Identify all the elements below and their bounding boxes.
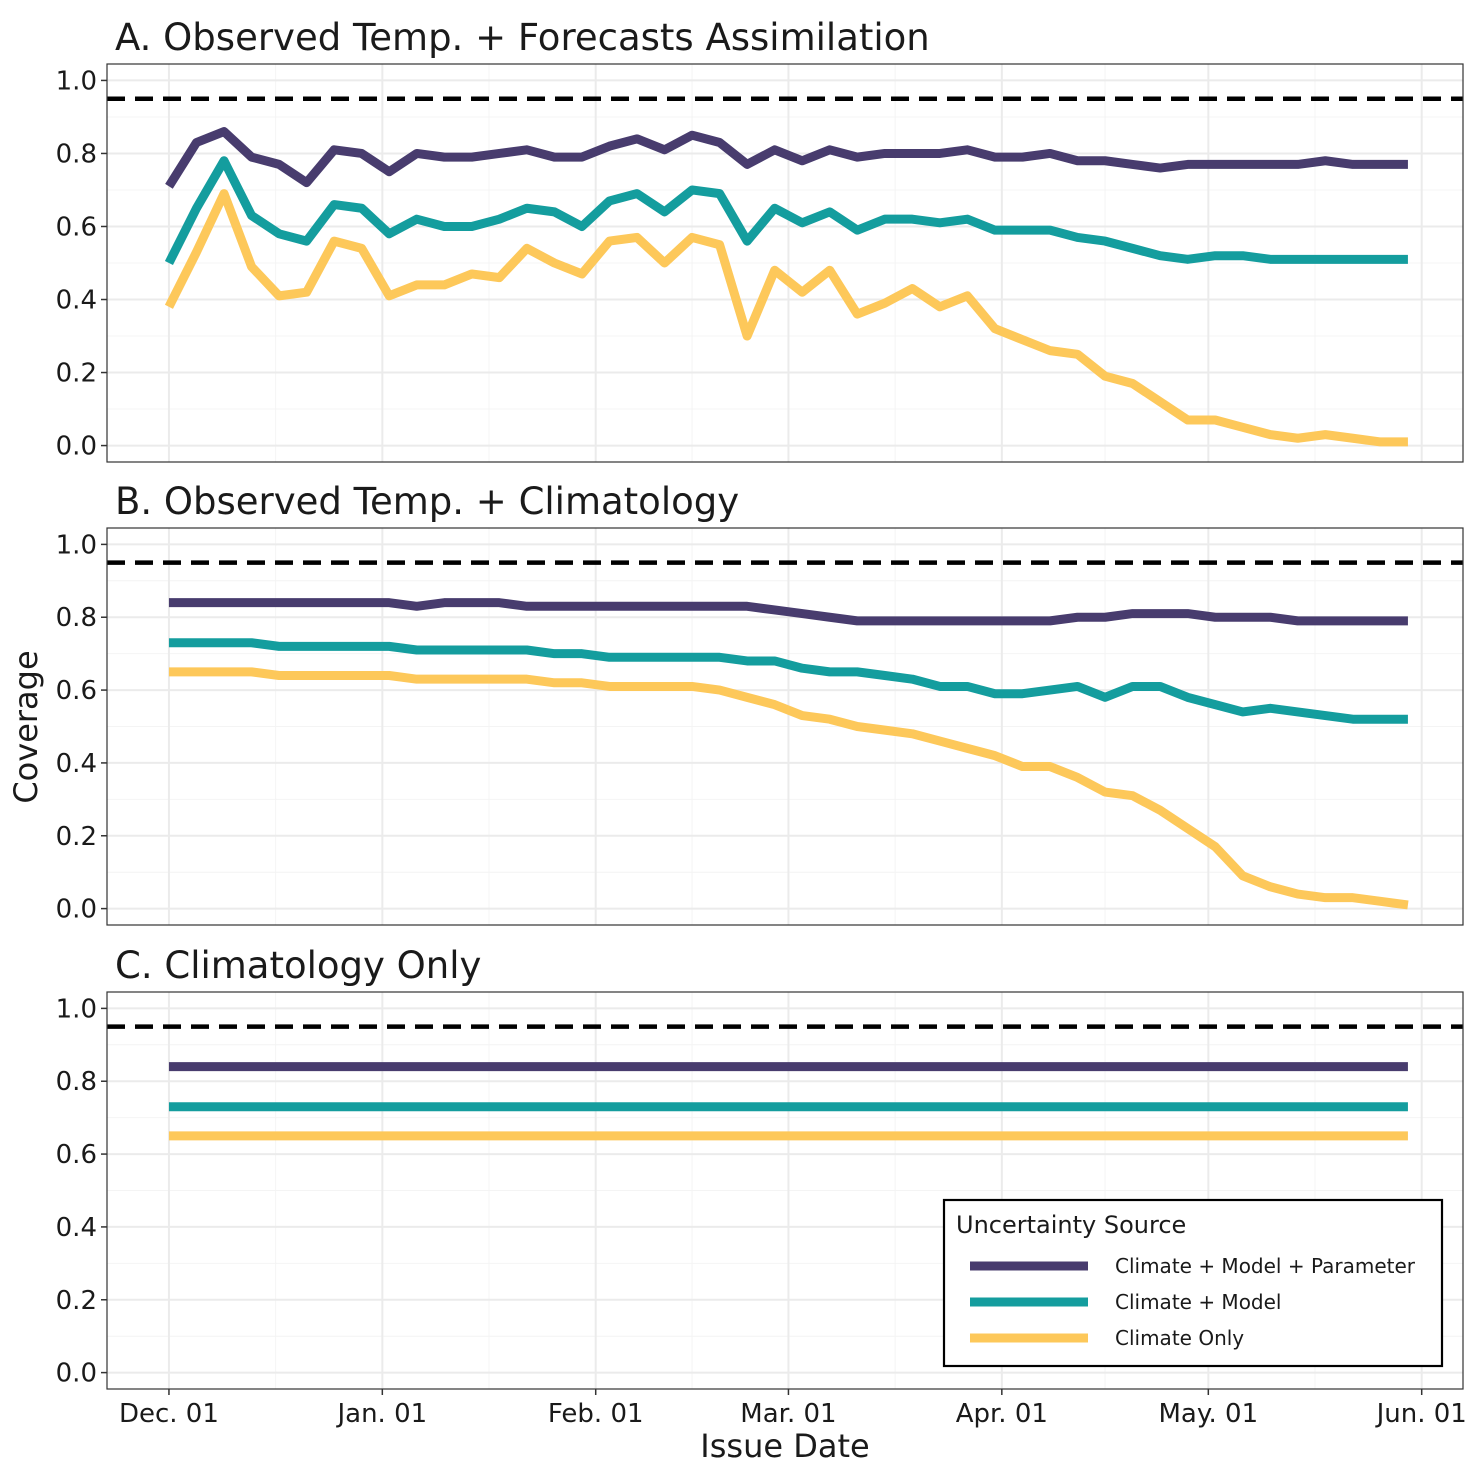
panel-border [106, 991, 1464, 1390]
panel-title: A. Observed Temp. + Forecasts Assimilati… [115, 16, 930, 59]
y-tick-label: 0.2 [56, 822, 97, 852]
legend-label-climate-model-parameter: Climate + Model + Parameter [1115, 1254, 1416, 1278]
y-tick-label: 1.0 [56, 66, 97, 96]
panel-title: B. Observed Temp. + Climatology [115, 480, 739, 523]
y-tick-label: 0.4 [56, 749, 97, 779]
x-tick-label: Apr. 01 [956, 1399, 1048, 1429]
legend-items: Climate + Model + Parameter Climate + Mod… [970, 1254, 1416, 1350]
series-line-climate-only [168, 667, 1409, 910]
y-tick-label: 1.0 [56, 530, 97, 560]
y-tick-label: 1.0 [56, 994, 97, 1024]
series-line-climate-model-parameter [165, 127, 1408, 189]
x-tick-label: Dec. 01 [119, 1399, 219, 1429]
series-line-climate-model [168, 638, 1408, 724]
y-tick-label: 0.2 [56, 1286, 97, 1316]
y-tick-label: 0.0 [56, 895, 97, 925]
series-line-climate-only [164, 189, 1408, 447]
panel-border [106, 63, 1464, 463]
panel-a: A. Observed Temp. + Forecasts Assimilati… [56, 16, 1464, 463]
y-tick-label: 0.2 [56, 359, 97, 389]
y-axis-title: Coverage [7, 650, 45, 803]
x-tick-label: Feb. 01 [548, 1399, 644, 1429]
y-tick-label: 0.8 [56, 603, 97, 633]
y-tick-label: 0.6 [56, 212, 97, 242]
x-tick-label: Jun. 01 [1375, 1399, 1467, 1429]
x-tick-label: May. 01 [1158, 1399, 1258, 1429]
x-tick-label: Mar. 01 [740, 1399, 836, 1429]
series-line-climate-model [164, 156, 1408, 266]
x-axis: Dec. 01 Jan. 01 Feb. 01 Mar. 01 Apr. 01 May. … [119, 1389, 1467, 1429]
y-tick-label: 0.6 [56, 1140, 97, 1170]
y-tick-label: 0.0 [56, 432, 97, 462]
y-tick-label: 0.0 [56, 1359, 97, 1389]
y-tick-label: 0.4 [56, 286, 97, 316]
series-line-climate-model-parameter [168, 598, 1408, 626]
y-tick-label: 0.8 [56, 1067, 97, 1097]
legend: Uncertainty Source Climate + Model + Par… [942, 1198, 1444, 1368]
y-tick-label: 0.8 [56, 139, 97, 169]
legend-title: Uncertainty Source [956, 1211, 1186, 1239]
x-tick-label: Jan. 01 [335, 1399, 427, 1429]
panel-border [106, 527, 1464, 926]
panel-title: C. Climatology Only [115, 944, 481, 987]
legend-label-climate-model: Climate + Model [1115, 1290, 1281, 1314]
x-axis-title: Issue Date [700, 1427, 869, 1465]
legend-label-climate-only: Climate Only [1115, 1326, 1244, 1350]
y-tick-label: 0.4 [56, 1213, 97, 1243]
panel-b: B. Observed Temp. + Climatology 0.0 0.2 0.4… [56, 480, 1464, 926]
y-tick-label: 0.6 [56, 676, 97, 706]
panels-layer: A. Observed Temp. + Forecasts Assimilati… [56, 16, 1464, 1390]
